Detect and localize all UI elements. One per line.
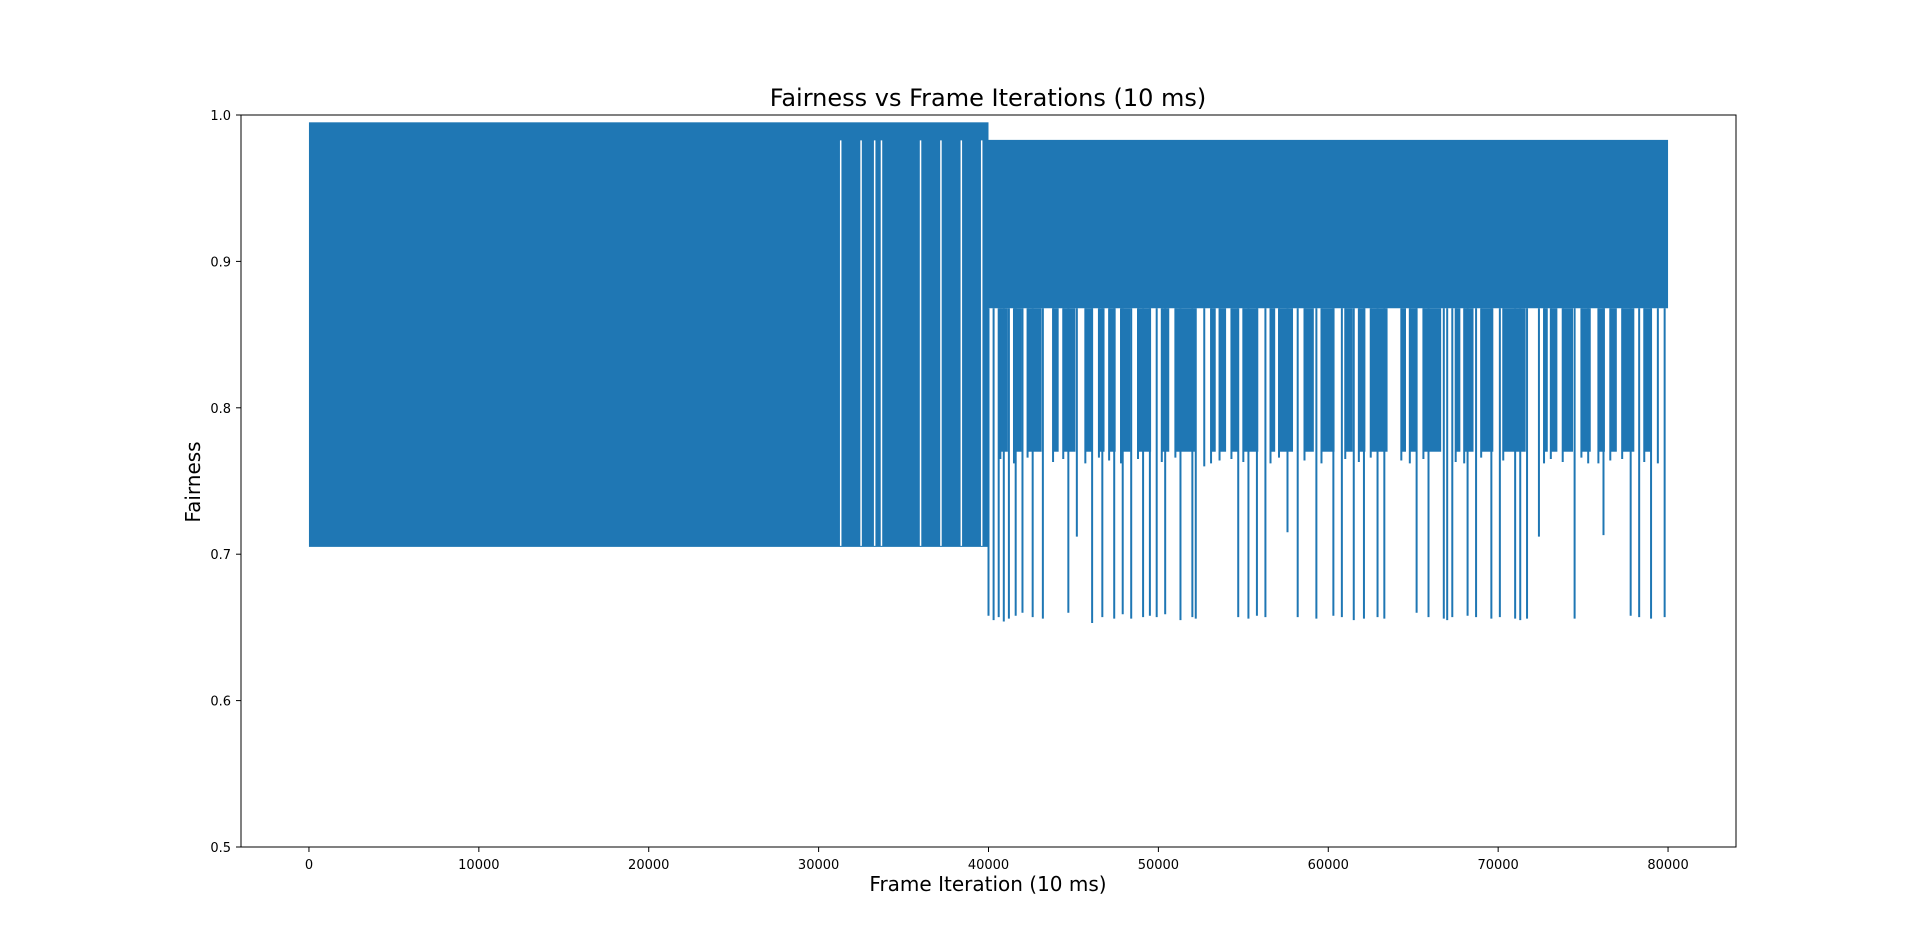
- y-axis-ticks: 0.5 0.6 0.7 0.8 0.9 1.0: [210, 109, 241, 856]
- series-mid-segment: [1000, 308, 1008, 452]
- series-mid-segment: [1109, 308, 1116, 452]
- series-mid-segment: [1544, 308, 1548, 452]
- series-mid-segment: [1138, 308, 1152, 452]
- series-band-regime-1: [308, 122, 989, 547]
- x-tick-label: 30000: [798, 858, 839, 873]
- series-mid-segment: [1063, 308, 1076, 452]
- series-mid-segment: [1562, 308, 1573, 452]
- y-tick-label: 0.9: [210, 255, 231, 270]
- series-mid-segment: [1304, 308, 1314, 452]
- y-tick-label: 0.6: [210, 695, 231, 710]
- x-axis-title: Frame Iteration (10 ms): [869, 872, 1106, 896]
- x-tick-label: 40000: [968, 858, 1009, 873]
- series-mid-segment: [1455, 308, 1461, 452]
- series-band-regime-2: [988, 139, 1669, 309]
- series-mid-segment: [1053, 308, 1059, 452]
- y-tick-label: 0.8: [210, 402, 231, 417]
- series-mid-segment: [1121, 308, 1131, 452]
- series-mid-segment: [1409, 308, 1418, 452]
- y-tick-label: 0.7: [210, 548, 231, 563]
- chart-title: Fairness vs Frame Iterations (10 ms): [770, 84, 1207, 112]
- series-mid-segment: [1219, 308, 1227, 452]
- series-mid-segment: [1013, 308, 1022, 452]
- x-axis-ticks: 0 10000 20000 30000 40000 50000 60000 70000 8000…: [305, 847, 1689, 873]
- series-mid-segment: [1423, 308, 1442, 452]
- x-tick-label: 0: [305, 858, 313, 873]
- series-mid-segment: [1175, 308, 1195, 452]
- x-tick-label: 70000: [1477, 858, 1518, 873]
- x-tick-label: 20000: [628, 858, 669, 873]
- series-mid-segment: [1270, 308, 1276, 452]
- series-mid-segment: [1481, 308, 1494, 452]
- series-mid-segment: [1598, 308, 1605, 452]
- series-mid-segment: [1464, 308, 1474, 452]
- series-mid-segment: [1550, 308, 1558, 452]
- x-tick-label: 10000: [458, 858, 499, 873]
- series-mid-segment: [1098, 308, 1105, 452]
- series-mid-segment: [1027, 308, 1042, 452]
- series-mid-segment: [1211, 308, 1216, 452]
- series-mid-segment: [1085, 308, 1093, 452]
- series-mid-segment: [1321, 308, 1335, 452]
- x-tick-label: 60000: [1308, 858, 1349, 873]
- y-tick-label: 1.0: [210, 109, 231, 124]
- y-axis-title: Fairness: [181, 441, 205, 522]
- series-mid-segment: [1622, 308, 1635, 452]
- x-tick-label: 80000: [1647, 858, 1688, 873]
- series-mid-segment: [1345, 308, 1353, 452]
- series-mid-segment: [1503, 308, 1526, 452]
- series-mid-segment: [1243, 308, 1259, 452]
- series-mid-segment: [1581, 308, 1591, 452]
- series-mid-segment: [1401, 308, 1406, 452]
- series-mid-segment: [1231, 308, 1238, 452]
- series-mid-segment: [1370, 308, 1388, 452]
- fairness-series: [308, 122, 1669, 624]
- plot-area-frame: [240, 114, 1737, 848]
- series-mid-segment: [1358, 308, 1366, 452]
- series-mid-segment: [1610, 308, 1617, 452]
- series-mid-segment: [1279, 308, 1294, 452]
- y-tick-label: 0.5: [210, 841, 231, 856]
- series-mid-segment: [1161, 308, 1170, 452]
- x-tick-label: 50000: [1138, 858, 1179, 873]
- series-mid-segment: [1644, 308, 1652, 452]
